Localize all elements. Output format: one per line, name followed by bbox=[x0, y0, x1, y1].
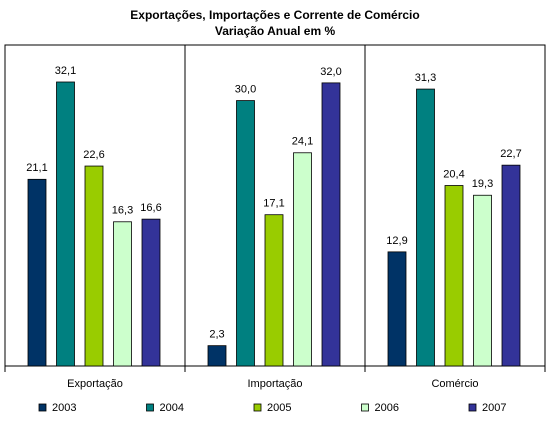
legend-swatch bbox=[253, 403, 262, 412]
bar bbox=[501, 164, 521, 367]
value-label: 12,9 bbox=[386, 235, 407, 247]
bar bbox=[444, 185, 464, 367]
bar bbox=[84, 165, 104, 367]
x-tick-label: Importação bbox=[247, 378, 302, 390]
bar bbox=[293, 152, 312, 367]
value-label: 16,6 bbox=[140, 202, 161, 214]
bar bbox=[264, 214, 284, 367]
legend-label: 2004 bbox=[160, 402, 184, 414]
value-label: 21,1 bbox=[26, 162, 47, 174]
value-label: 22,7 bbox=[500, 148, 521, 160]
bar bbox=[27, 178, 47, 367]
bar bbox=[387, 251, 407, 367]
legend-swatch bbox=[468, 403, 477, 412]
value-label: 32,0 bbox=[320, 66, 341, 78]
legend-label: 2007 bbox=[482, 402, 506, 414]
bar bbox=[56, 81, 75, 367]
value-label: 17,1 bbox=[263, 198, 284, 210]
chart-title: Exportações, Importações e Corrente de C… bbox=[130, 8, 419, 22]
chart-subtitle: Variação Anual em % bbox=[215, 24, 336, 38]
x-tick-label: Exportação bbox=[67, 378, 123, 390]
legend-swatch bbox=[146, 403, 154, 412]
value-label: 32,1 bbox=[55, 65, 76, 77]
bar bbox=[113, 221, 132, 367]
value-label: 20,4 bbox=[443, 168, 464, 180]
bar bbox=[473, 194, 492, 367]
bar bbox=[207, 345, 227, 367]
legend-label: 2006 bbox=[375, 402, 399, 414]
legend-swatch bbox=[361, 403, 369, 412]
value-label: 16,3 bbox=[112, 205, 133, 217]
bar bbox=[416, 88, 435, 367]
value-label: 31,3 bbox=[415, 72, 436, 84]
value-label: 22,6 bbox=[83, 149, 104, 161]
x-tick-label: Comércio bbox=[431, 378, 478, 390]
bar bbox=[321, 82, 341, 367]
legend-label: 2003 bbox=[52, 402, 76, 414]
legend-label: 2005 bbox=[267, 402, 291, 414]
value-label: 24,1 bbox=[292, 136, 313, 148]
legend-swatch bbox=[38, 403, 47, 412]
bar bbox=[236, 100, 255, 367]
bar bbox=[141, 218, 161, 367]
value-label: 2,3 bbox=[209, 329, 224, 341]
value-label: 19,3 bbox=[472, 178, 493, 190]
value-label: 30,0 bbox=[235, 83, 256, 95]
